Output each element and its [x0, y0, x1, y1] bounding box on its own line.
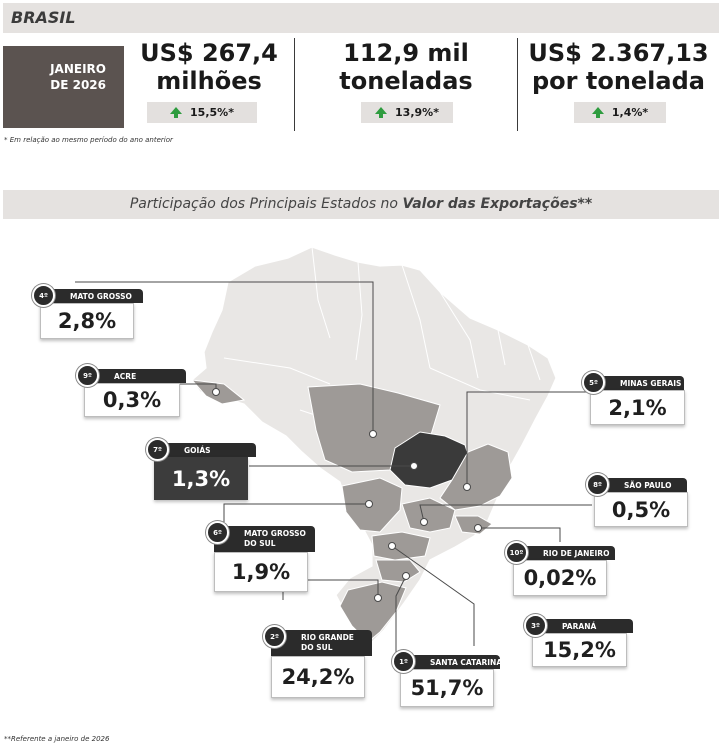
kpi-price-change: 1,4%*: [611, 106, 649, 119]
rank-badge: 4º: [32, 284, 55, 307]
rank-badge: 7º: [146, 438, 169, 461]
callout-state-label: ACRE: [84, 369, 186, 383]
callout-value: 51,7%: [400, 669, 494, 707]
rank-badge: 9º: [76, 364, 99, 387]
kpi-volume-change-badge: 13,9%*: [361, 102, 453, 123]
callout-state-label: RIO GRANDE DO SUL: [271, 630, 372, 656]
kpi-price-change-badge: 1,4%*: [574, 102, 666, 123]
period-line1: JANEIRO: [50, 62, 106, 76]
kpi-volume-line1: 112,9 mil: [343, 39, 469, 67]
callout-value: 0,3%: [84, 383, 180, 417]
rank-badge: 5º: [582, 371, 605, 394]
up-arrow-icon: [375, 107, 388, 118]
map-subtitle-text: Participação dos Principais Estados no: [129, 196, 403, 212]
callout-state-label: SÃO PAULO: [594, 478, 687, 492]
state-parana: [371, 531, 431, 561]
callout-value: 24,2%: [271, 656, 365, 698]
map-subtitle: Participação dos Principais Estados no V…: [3, 190, 719, 219]
kpi-value: US$ 267,4 milhões 15,5%*: [124, 38, 294, 131]
kpi-volume: 112,9 mil toneladas 13,9%*: [295, 38, 517, 131]
callout-value: 15,2%: [532, 633, 627, 667]
state-rio-grande-do-sul: [339, 581, 407, 643]
kpi-price: US$ 2.367,13 por tonelada 1,4%*: [518, 38, 719, 131]
callout-state-label: MINAS GERAIS: [590, 376, 684, 390]
callout-state-label: GOIÁS: [154, 443, 256, 457]
divider: [517, 38, 518, 131]
callout-value: 0,02%: [513, 560, 607, 596]
rank-badge: 10º: [505, 541, 528, 564]
callout-state-label: SANTA CATARINA: [400, 655, 502, 669]
rank-badge: 1º: [392, 650, 415, 673]
kpi-value-line2: milhões: [156, 67, 262, 95]
kpi-value-change-badge: 15,5%*: [147, 102, 257, 123]
callout-value: 2,1%: [590, 390, 685, 425]
footnote-top: * Em relação ao mesmo período do ano ant…: [4, 136, 173, 144]
rank-badge: 6º: [206, 521, 229, 544]
state-sao-paulo: [401, 497, 456, 533]
callout-state-label: MATO GROSSO: [40, 289, 143, 303]
kpi-value-line1: US$ 267,4: [140, 39, 278, 67]
kpi-price-line1: US$ 2.367,13: [528, 39, 709, 67]
period-line2: DE 2026: [50, 78, 106, 92]
callout-value: 0,5%: [594, 492, 688, 527]
callout-state-label: MATO GROSSO DO SUL: [214, 526, 315, 552]
header-title: BRASIL: [11, 8, 76, 27]
kpi-price-line2: por tonelada: [532, 67, 705, 95]
kpi-value-change: 15,5%*: [190, 106, 234, 119]
period-box: JANEIRO DE 2026: [3, 46, 124, 128]
state-rio-de-janeiro: [454, 515, 493, 535]
state-minas-gerais: [439, 443, 513, 511]
header-bar: BRASIL: [3, 3, 719, 33]
kpi-volume-change: 13,9%*: [395, 106, 439, 119]
rank-badge: 3º: [524, 614, 547, 637]
kpi-row: JANEIRO DE 2026 US$ 267,4 milhões 15,5%*…: [3, 38, 719, 131]
callout-state-label: PARANÁ: [532, 619, 633, 633]
rank-badge: 2º: [263, 625, 286, 648]
rank-badge: 8º: [586, 473, 609, 496]
up-arrow-icon: [170, 107, 183, 118]
callout-value: 2,8%: [40, 303, 134, 339]
divider: [294, 38, 295, 131]
up-arrow-icon: [591, 107, 604, 118]
footnote-bottom: **Referente a janeiro de 2026: [4, 735, 110, 743]
callout-value: 1,9%: [214, 552, 308, 592]
brazil-map: [75, 246, 593, 655]
kpi-volume-line2: toneladas: [339, 67, 473, 95]
callout-state-label: RIO DE JANEIRO: [513, 546, 615, 560]
callout-value: 1,3%: [154, 457, 248, 500]
map-subtitle-bold: Valor das Exportações**: [402, 196, 593, 212]
